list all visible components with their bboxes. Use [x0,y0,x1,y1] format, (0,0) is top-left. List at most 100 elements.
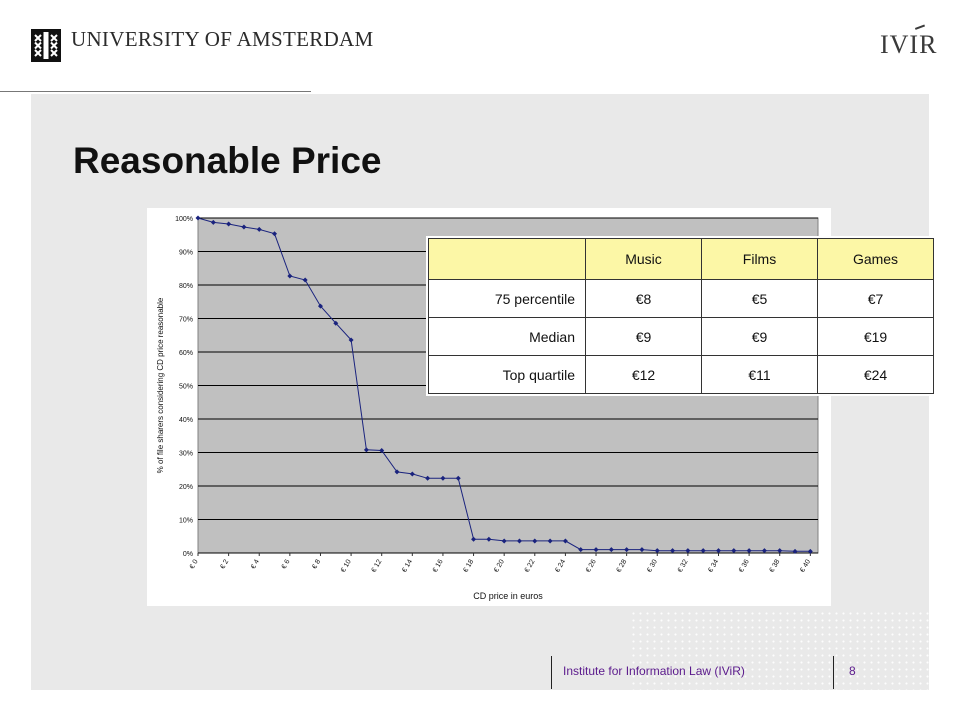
table-cell: €24 [817,355,934,394]
table-cell: €11 [701,355,818,394]
row-label: 75 percentile [428,279,586,318]
x-tick-label: € 24 [554,558,567,573]
data-point [317,303,323,309]
data-point [593,547,599,553]
data-point [501,538,507,544]
y-tick-label: 40% [179,417,193,424]
table-row: Top quartile €12 €11 €24 [428,355,934,394]
data-point [685,548,691,554]
table-row: Median €9 €9 €19 [428,317,934,356]
institute-logo: IVIR [880,24,938,60]
x-tick-label: € 10 [340,558,353,573]
x-tick-label: € 40 [799,558,812,573]
dot-pattern-decoration [630,610,929,690]
table-cell: €7 [817,279,934,318]
table-cell: €19 [817,317,934,356]
x-tick-label: € 2 [219,558,230,570]
x-tick-label: € 14 [401,558,414,573]
y-tick-label: 50% [179,384,193,391]
data-point [715,548,721,554]
price-percentile-table: Music Films Games 75 percentile €8 €5 €7… [428,238,934,394]
y-tick-label: 80% [179,283,193,290]
y-tick-label: 10% [179,518,193,525]
page-number: 8 [849,664,856,678]
data-point [425,475,431,481]
header-divider [0,91,311,92]
y-tick-label: 30% [179,451,193,458]
data-point [654,548,660,554]
institute-logo-text: IVIR [880,30,938,59]
y-tick-label: 90% [179,250,193,257]
data-point [256,226,262,232]
x-tick-label: € 30 [646,558,659,573]
data-point [761,548,767,554]
x-tick-label: € 26 [585,558,598,573]
row-label: Top quartile [428,355,586,394]
x-tick-label: € 0 [189,558,200,570]
table-header-games: Games [817,238,934,280]
footer-institute: Institute for Information Law (IViR) [563,664,745,678]
x-tick-label: € 12 [371,558,384,573]
y-tick-label: 70% [179,317,193,324]
x-tick-label: € 36 [738,558,751,573]
data-point [670,548,676,554]
data-point [287,273,293,279]
x-tick-label: € 18 [462,558,475,573]
y-axis-label: % of file sharers considering CD price r… [156,297,165,473]
data-point [746,548,752,554]
table-header-music: Music [585,238,702,280]
data-point [792,548,798,554]
x-tick-label: € 4 [250,558,261,570]
x-tick-label: € 38 [769,558,782,573]
x-tick-label: € 22 [524,558,537,573]
y-tick-label: 60% [179,350,193,357]
data-point [608,547,614,553]
x-tick-label: € 28 [615,558,628,573]
data-point [516,538,522,544]
x-tick-label: € 34 [707,558,720,573]
table-header-row: Music Films Games [428,238,934,280]
data-point [624,547,630,553]
table-cell: €5 [701,279,818,318]
x-tick-label: € 32 [677,558,690,573]
university-logo-icon [31,29,61,62]
data-point [363,447,369,453]
data-point [348,337,354,343]
data-point [272,231,278,237]
data-point [394,469,400,475]
data-point [777,548,783,554]
university-name: UNIVERSITY OF AMSTERDAM [71,27,374,51]
table-row: 75 percentile €8 €5 €7 [428,279,934,318]
data-point [379,447,385,453]
data-point [700,548,706,554]
table-cell: €8 [585,279,702,318]
data-point [210,219,216,225]
data-point [440,475,446,481]
footer-separator-right [833,656,834,689]
data-point [532,538,538,544]
x-tick-label: € 16 [432,558,445,573]
data-point [302,277,308,283]
data-point [241,224,247,230]
x-axis-label: CD price in euros [473,591,543,601]
data-point [731,548,737,554]
row-label: Median [428,317,586,356]
table-cell: €12 [585,355,702,394]
x-tick-label: € 20 [493,558,506,573]
table-cell: €9 [585,317,702,356]
table-header-films: Films [701,238,818,280]
data-point [486,536,492,542]
y-tick-label: 100% [175,216,193,223]
table-corner-cell [428,238,586,280]
data-point [807,548,813,554]
x-tick-label: € 6 [281,558,292,570]
x-tick-label: € 8 [311,558,322,570]
slide-title: Reasonable Price [73,140,382,181]
data-point [409,471,415,477]
data-point [226,221,232,227]
y-tick-label: 0% [183,551,193,558]
data-point [471,536,477,542]
data-point [562,538,568,544]
y-tick-label: 20% [179,484,193,491]
data-point [578,547,584,553]
